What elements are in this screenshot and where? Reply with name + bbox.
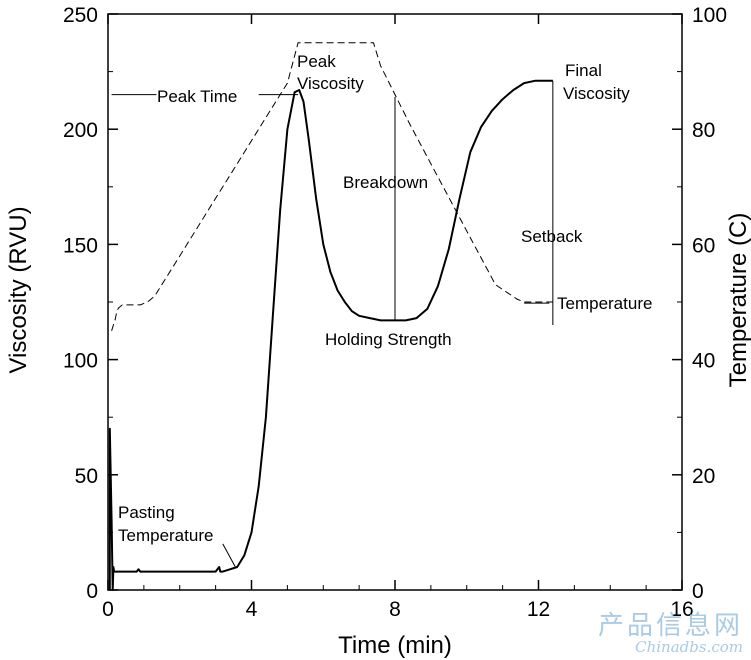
x-tick-label: 12	[527, 598, 550, 621]
annotation-temperature: Temperature	[557, 294, 652, 313]
annotation-final-viscosity-line1: Final	[565, 61, 602, 80]
pasting-temp-leader	[222, 543, 236, 568]
watermark: 产品信息网 Chinadbs.com	[597, 610, 743, 657]
annotation-holding-strength: Holding Strength	[325, 330, 452, 349]
y2-tick-label: 20	[692, 465, 715, 488]
annotation-peak-time: Peak Time	[157, 87, 237, 106]
series-viscosity-line	[108, 79, 553, 591]
y-axis-label: Viscosity (RVU)	[5, 206, 32, 373]
y-tick-label: 250	[63, 4, 98, 27]
annotation-setback: Setback	[521, 227, 583, 246]
annotation-pasting-temperature-line2: Temperature	[118, 526, 213, 545]
annotation-final-viscosity-line2: Viscosity	[563, 84, 630, 103]
y2-tick-label: 60	[692, 234, 715, 257]
y2-tick-label: 40	[692, 350, 715, 373]
annotation-lines	[111, 80, 554, 568]
annotation-peak-viscosity-line2: Viscosity	[297, 74, 364, 93]
x-tick-label: 8	[389, 598, 401, 621]
annotation-pasting-temperature-line1: Pasting	[118, 503, 175, 522]
y2-tick-label: 80	[692, 119, 715, 142]
x-tick-label: 0	[102, 598, 114, 621]
y-tick-label: 0	[86, 580, 98, 603]
annotation-breakdown: Breakdown	[343, 173, 428, 192]
watermark-en: Chinadbs.com	[635, 638, 743, 657]
x-tick-label: 16	[670, 598, 693, 621]
series-lines	[108, 42, 553, 591]
annotation-peak-viscosity-line1: Peak	[297, 52, 336, 71]
y-tick-label: 200	[63, 119, 98, 142]
y2-tick-label: 0	[692, 580, 704, 603]
series-temperature-line	[111, 42, 553, 331]
x-tick-label: 4	[246, 598, 258, 621]
y2-tick-label: 100	[692, 4, 727, 27]
y-tick-label: 50	[75, 465, 98, 488]
y2-axis-label: Temperature (C)	[725, 213, 751, 388]
y-tick-label: 150	[63, 234, 98, 257]
y-tick-label: 100	[63, 350, 98, 373]
x-axis-label: Time (min)	[338, 632, 452, 659]
watermark-cn: 产品信息网	[597, 610, 743, 641]
